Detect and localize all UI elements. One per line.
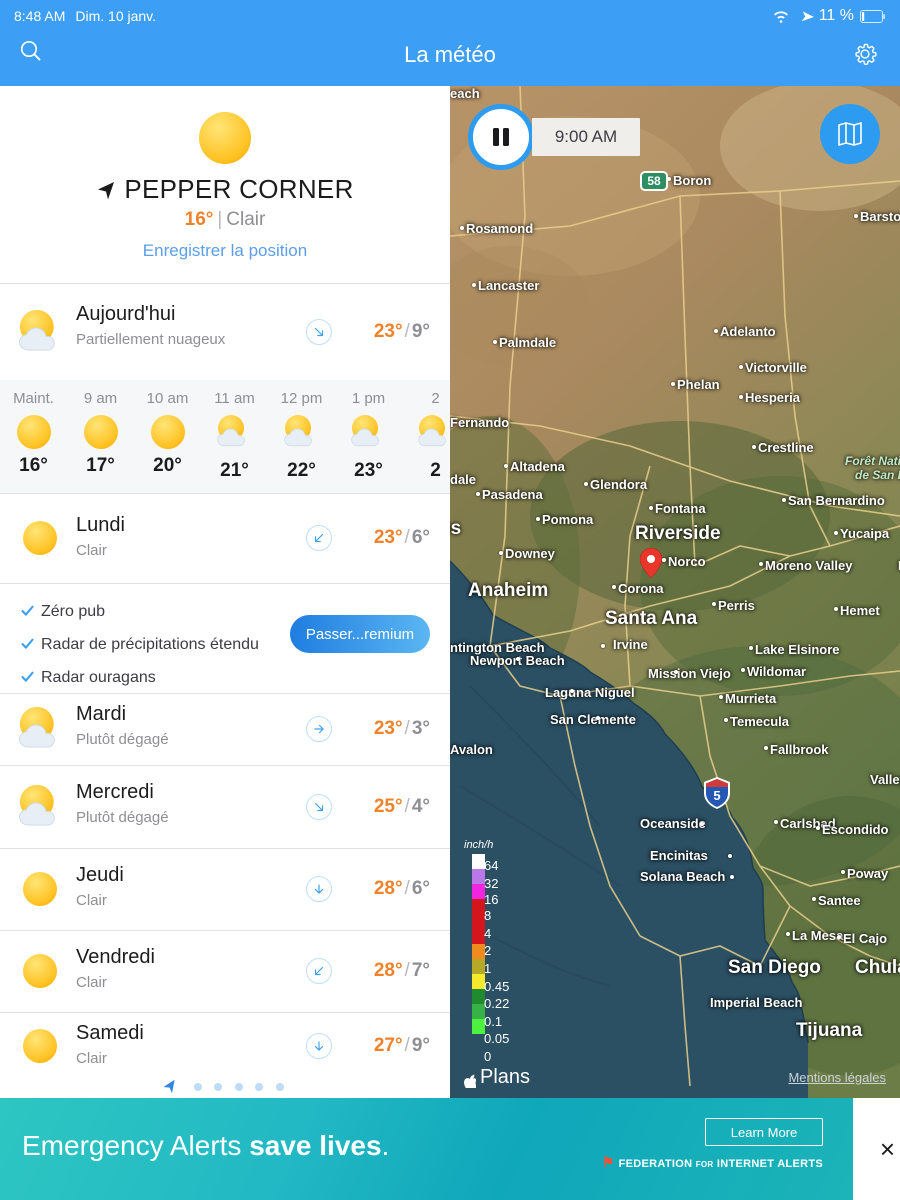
svg-text:5: 5 bbox=[713, 788, 720, 803]
